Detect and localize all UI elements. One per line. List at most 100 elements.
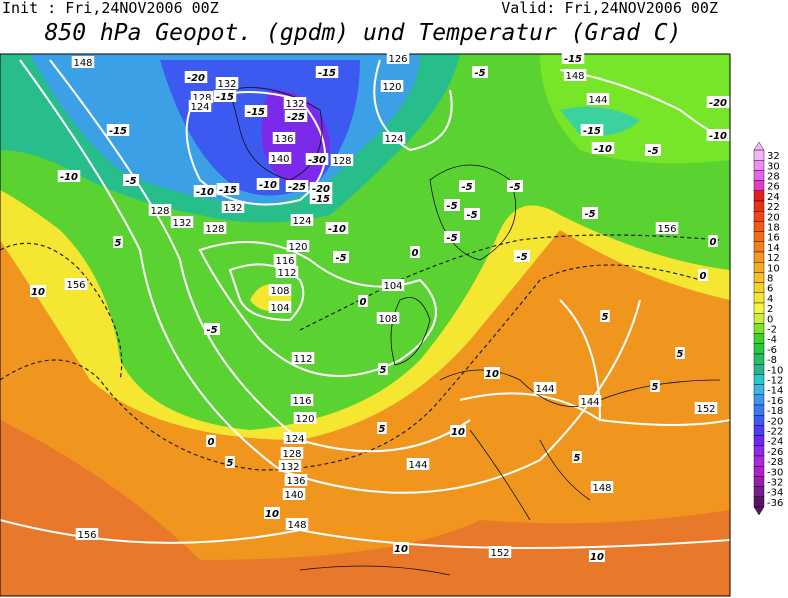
temperature-label: -30 bbox=[308, 155, 326, 166]
colorbar-label: -34 bbox=[767, 488, 783, 499]
geopotential-label: 144 bbox=[588, 95, 607, 106]
geopotential-label-box bbox=[290, 394, 314, 406]
temperature-label: -5 bbox=[516, 252, 527, 263]
geopotential-label: 128 bbox=[192, 93, 211, 104]
geopotential-label-box bbox=[284, 474, 308, 486]
temperature-label: -15 bbox=[312, 194, 330, 205]
temperature-label-box bbox=[30, 285, 46, 297]
colorbar-band bbox=[753, 394, 765, 406]
colorbar-band bbox=[753, 455, 765, 467]
colorbar-label: -36 bbox=[767, 498, 783, 509]
geopotential-label-box bbox=[380, 80, 404, 92]
temperature-label: -25 bbox=[288, 182, 306, 193]
teal-east bbox=[560, 106, 640, 136]
geopotential-label-box bbox=[268, 284, 292, 296]
temperature-label-box bbox=[256, 178, 280, 190]
temperature-label: -10 bbox=[594, 144, 612, 155]
colorbar-label: 20 bbox=[767, 212, 780, 223]
colorbar-band bbox=[753, 496, 765, 508]
temperature-label: -5 bbox=[647, 146, 658, 157]
geopotential-label: 152 bbox=[490, 548, 509, 559]
isohypse bbox=[373, 59, 453, 152]
colorbar-label: 0 bbox=[767, 314, 773, 325]
geopotential-label: 148 bbox=[287, 520, 306, 531]
init-time: Init : Fri,24NOV2006 00Z bbox=[2, 0, 219, 17]
geopotential-label-box bbox=[64, 278, 88, 290]
greenland-coast bbox=[229, 87, 323, 181]
geopotential-label: 152 bbox=[696, 404, 715, 415]
colorbar-label: -22 bbox=[767, 427, 783, 438]
temperature-label-box bbox=[309, 182, 333, 194]
temperature-label: -20 bbox=[709, 98, 727, 109]
geopotential-label-box bbox=[488, 546, 512, 558]
temperature-label: -15 bbox=[109, 126, 127, 137]
temperature-label: -5 bbox=[335, 253, 346, 264]
geopotential-label-box bbox=[694, 402, 718, 414]
geopotential-label-box bbox=[275, 266, 299, 278]
colorbar-label: 2 bbox=[767, 304, 773, 315]
geopotential-label: 148 bbox=[565, 71, 584, 82]
temperature-label: -15 bbox=[219, 185, 237, 196]
colorbar-band bbox=[753, 292, 765, 304]
geopotential-label-box bbox=[75, 528, 99, 540]
geopotential-label: 112 bbox=[293, 354, 312, 365]
geopotential-label-box bbox=[283, 432, 307, 444]
colorbar-band bbox=[753, 272, 765, 283]
temperature-label: -5 bbox=[125, 176, 136, 187]
colorbar-label: 32 bbox=[767, 151, 780, 162]
colorbar-band bbox=[753, 251, 765, 263]
colorbar-band bbox=[753, 425, 765, 436]
colorbar-band bbox=[753, 241, 765, 253]
temperature-label: -5 bbox=[206, 325, 217, 336]
geopotential-label-box bbox=[148, 204, 172, 216]
colorbar-band bbox=[753, 476, 765, 487]
geopotential-label: 108 bbox=[270, 286, 289, 297]
geopotential-label: 156 bbox=[66, 280, 85, 291]
temperature-label: -5 bbox=[461, 182, 472, 193]
temperature-label: 0 bbox=[412, 248, 419, 259]
temperature-label-box bbox=[591, 142, 615, 154]
geopotential-label-box bbox=[272, 132, 296, 144]
temperature-label: 10 bbox=[394, 544, 408, 555]
colorbar-label: 4 bbox=[767, 294, 773, 305]
geopotential-label: 124 bbox=[384, 134, 403, 145]
geopotential-label-box bbox=[170, 216, 194, 228]
geopotential-label: 132 bbox=[285, 99, 304, 110]
temperature-label-box bbox=[378, 363, 388, 375]
temperature-label-box bbox=[193, 185, 217, 197]
temperature-label: -5 bbox=[474, 68, 485, 79]
colorbar-top-arrow bbox=[753, 141, 765, 151]
zero-isotherm bbox=[0, 264, 701, 471]
geopotential-label: 124 bbox=[292, 216, 311, 227]
colorbar-band bbox=[753, 180, 765, 192]
colorbar-label: -12 bbox=[767, 376, 783, 387]
colorbar-band bbox=[753, 374, 765, 385]
colorbar-band bbox=[753, 170, 765, 181]
temperature-label-box bbox=[377, 422, 387, 434]
colorbar-label: -30 bbox=[767, 467, 783, 478]
europe-coast bbox=[299, 164, 721, 576]
colorbar-label: 22 bbox=[767, 202, 780, 213]
colorbar-bottom-arrow bbox=[753, 506, 765, 516]
temperature-label-box bbox=[450, 425, 466, 437]
temperature-label: 5 bbox=[380, 365, 387, 376]
temperature-label: -5 bbox=[584, 209, 595, 220]
temperature-label-box bbox=[410, 246, 420, 258]
temperature-label-box bbox=[706, 129, 730, 141]
geopotential-label-box bbox=[655, 222, 679, 234]
colorbar-band bbox=[753, 221, 765, 232]
geopotential-label: 128 bbox=[205, 224, 224, 235]
temperature-label-box bbox=[708, 235, 718, 247]
temperature-label-box bbox=[264, 507, 280, 519]
temperature-label: 10 bbox=[31, 287, 45, 298]
warmer-field bbox=[0, 420, 730, 596]
colorbar-band bbox=[753, 282, 765, 294]
colorbar-label: -2 bbox=[767, 325, 777, 336]
colorbar-label: -10 bbox=[767, 365, 783, 376]
temperature-label-box bbox=[213, 90, 237, 102]
temperature-label: -15 bbox=[564, 54, 582, 65]
colorbar-band bbox=[753, 159, 765, 171]
colorbar-band bbox=[753, 353, 765, 365]
temperature-label: -10 bbox=[196, 187, 214, 198]
geopotential-label: 136 bbox=[286, 476, 305, 487]
